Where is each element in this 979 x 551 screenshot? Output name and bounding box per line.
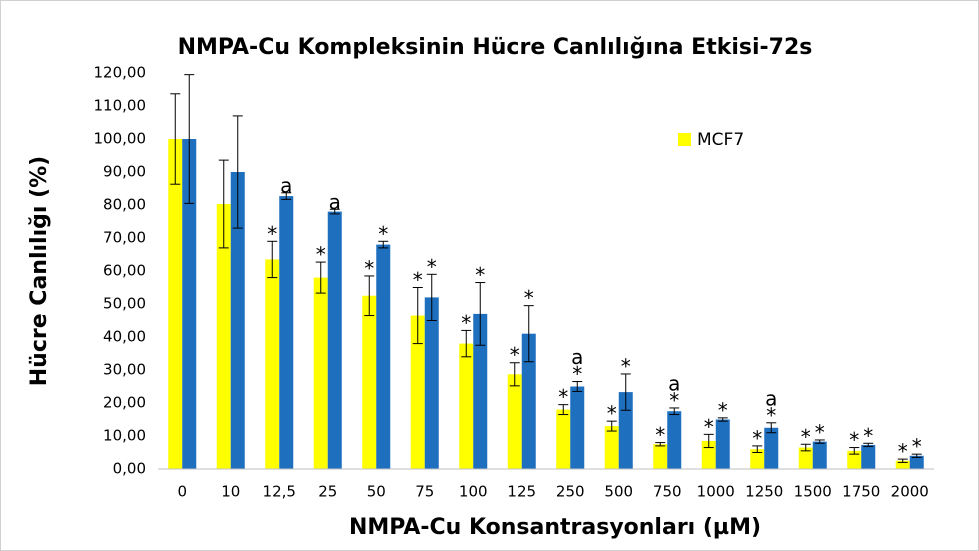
bar: [847, 450, 862, 469]
bar: [410, 315, 425, 469]
bar: [327, 211, 342, 469]
annotation: *: [898, 440, 908, 464]
annotation: *: [267, 222, 277, 246]
bar: [653, 444, 668, 469]
y-tick-label: 10,00: [103, 427, 146, 445]
annotation: a: [280, 173, 292, 197]
x-tick-label: 100: [459, 483, 488, 501]
bar: [424, 297, 439, 469]
y-tick-label: 90,00: [103, 163, 146, 181]
x-tick-label: 750: [653, 483, 682, 501]
bar: [764, 427, 779, 469]
x-tick-label: 1250: [745, 483, 783, 501]
bar: [230, 172, 245, 469]
annotation: *: [475, 263, 485, 287]
bar: [182, 139, 197, 469]
annotation: *: [378, 222, 388, 246]
y-tick-label: 30,00: [103, 361, 146, 379]
bar: [750, 449, 765, 469]
y-tick-label: 100,00: [94, 130, 147, 148]
annotation: *: [849, 428, 859, 452]
x-axis-label: NMPA-Cu Konsantrasyonları (µM): [349, 515, 761, 540]
annotation: *: [621, 354, 631, 378]
bar: [715, 419, 730, 469]
annotation: *: [863, 424, 873, 448]
bar: [556, 409, 571, 469]
y-tick-label: 70,00: [103, 229, 146, 247]
y-tick-label: 120,00: [94, 64, 147, 82]
bar: [279, 196, 294, 469]
x-tick-label: 2000: [891, 483, 929, 501]
x-tick-label: 250: [556, 483, 585, 501]
x-tick-label: 25: [318, 483, 337, 501]
bar: [362, 295, 377, 469]
annotation: *: [427, 255, 437, 279]
y-tick-label: 0,00: [113, 460, 146, 478]
legend-label: MCF7: [697, 130, 744, 150]
bar: [473, 313, 488, 469]
bar: [812, 441, 827, 469]
bar: [667, 411, 682, 469]
annotation: *: [669, 388, 679, 412]
x-tick-label: 0: [177, 483, 187, 501]
bar: [313, 277, 328, 469]
x-tick-label: 125: [507, 483, 536, 501]
annotation: *: [752, 426, 762, 450]
annotation: *: [461, 311, 471, 335]
annotation: *: [704, 415, 714, 439]
annotation: *: [815, 420, 825, 444]
y-tick-label: 80,00: [103, 196, 146, 214]
y-axis-label: Hücre Canlılığı (%): [27, 156, 52, 386]
annotation: *: [558, 385, 568, 409]
annotation: *: [316, 243, 326, 267]
y-tick-label: 20,00: [103, 394, 146, 412]
annotation: a: [329, 190, 341, 214]
x-tick-label: 75: [415, 483, 434, 501]
y-tick-label: 50,00: [103, 295, 146, 313]
bar: [618, 392, 633, 469]
bar: [861, 444, 876, 469]
y-tick-label: 110,00: [94, 97, 147, 115]
annotation: a: [668, 371, 680, 395]
annotation: a: [571, 345, 583, 369]
bar: [376, 244, 391, 469]
bar: [798, 447, 813, 469]
annotation: *: [607, 402, 617, 426]
annotation: *: [364, 256, 374, 280]
bar: [168, 139, 183, 469]
bar: [507, 374, 522, 469]
x-tick-label: 50: [367, 483, 386, 501]
x-tick-label: 1750: [842, 483, 880, 501]
bar: [521, 333, 536, 469]
annotation: *: [524, 286, 534, 310]
x-tick-label: 1500: [794, 483, 832, 501]
annotation: *: [766, 403, 776, 427]
x-tick-label: 10: [221, 483, 240, 501]
annotation: *: [655, 423, 665, 447]
bar: [459, 343, 474, 469]
x-tick-label: 12,5: [263, 483, 296, 501]
bar: [909, 455, 924, 469]
x-tick-label: 1000: [697, 483, 735, 501]
bar: [570, 386, 585, 469]
annotation: *: [413, 268, 423, 292]
annotation: *: [510, 343, 520, 367]
y-tick-label: 60,00: [103, 262, 146, 280]
annotation: a: [765, 386, 777, 410]
bar: [265, 259, 280, 469]
y-tick-label: 40,00: [103, 328, 146, 346]
annotation: *: [801, 425, 811, 449]
annotation: *: [572, 362, 582, 386]
x-tick-label: 500: [604, 483, 633, 501]
annotation: *: [718, 398, 728, 422]
annotation: *: [912, 435, 922, 459]
legend-swatch: [678, 133, 691, 146]
bar: [604, 426, 619, 469]
bar: [895, 460, 910, 469]
bar: [216, 204, 231, 469]
chart-title: NMPA-Cu Kompleksinin Hücre Canlılığına E…: [178, 35, 813, 60]
